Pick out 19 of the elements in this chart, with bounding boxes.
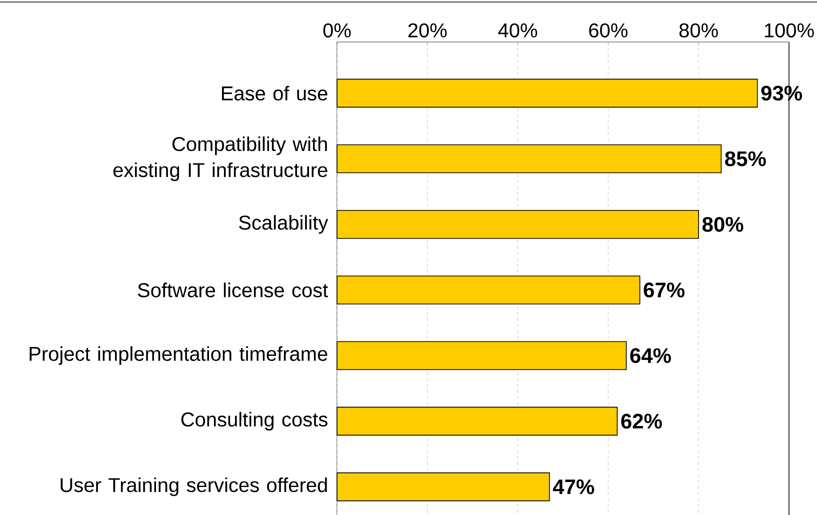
x-tick-label: 0%: [323, 23, 351, 38]
y-tick-label: Consulting costs: [181, 412, 328, 431]
y-tick-label: Scalability: [239, 215, 328, 234]
x-tick-label: 40%: [498, 23, 538, 38]
x-tick-label: 100%: [764, 23, 814, 38]
x-tick-label: 80%: [679, 23, 718, 38]
y-tick-label: Software license cost: [138, 282, 328, 298]
y-tick-label: Project implementation timeframe: [30, 346, 328, 365]
y-tick-label: Compatibility with existing IT infrastructure: [113, 136, 328, 182]
x-tick-label: 20%: [408, 23, 447, 38]
data-label: 67%: [644, 282, 685, 298]
data-label: 64%: [630, 348, 671, 364]
y-tick-label: Ease of use: [222, 86, 328, 100]
data-label: 47%: [552, 479, 594, 494]
data-label: 80%: [702, 216, 744, 232]
x-tick-label: 60%: [589, 23, 628, 38]
data-label: 62%: [621, 414, 662, 429]
y-tick-label: User Training services offered: [60, 477, 327, 496]
data-label: 85%: [725, 151, 766, 166]
